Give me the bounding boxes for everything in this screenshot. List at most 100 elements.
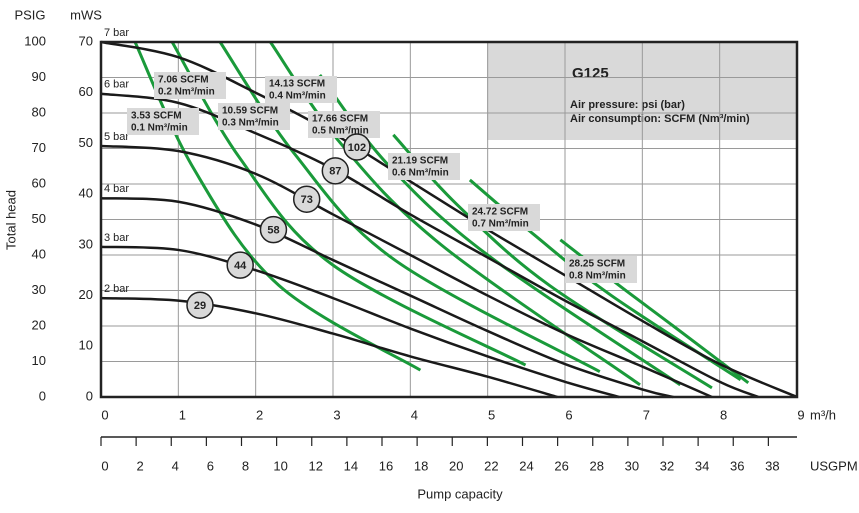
series-label: 6 bar [104, 79, 129, 91]
x2-tick-label: 32 [660, 458, 674, 473]
x2-tick-label: 16 [379, 458, 393, 473]
air-label-box [388, 153, 460, 180]
speed-marker [226, 251, 254, 279]
x2-tick-label: 28 [590, 458, 604, 473]
air-label-box [565, 256, 637, 283]
x2-tick-label: 14 [344, 458, 358, 473]
y2-tick-label: 0 [39, 388, 46, 403]
x-tick-label: 5 [488, 407, 495, 422]
x2-tick-label: 6 [207, 458, 214, 473]
air-label: 24.72 SCFM [472, 207, 528, 218]
x-tick-label: 8 [720, 407, 727, 422]
x-axis-label: Pump capacity [417, 486, 503, 501]
speed-label: 102 [348, 142, 366, 154]
speed-marker [343, 133, 371, 161]
series-label: 4 bar [104, 183, 129, 195]
air-label: 0.8 Nm³/min [569, 271, 626, 282]
air-label-box [127, 108, 199, 135]
speed-label: 58 [267, 225, 279, 237]
x2-tick-label: 22 [484, 458, 498, 473]
head-curve [100, 245, 620, 399]
air-label: 14.13 SCFM [269, 79, 325, 90]
y2-tick-label: 90 [32, 69, 46, 84]
y-tick-label: 30 [79, 236, 93, 251]
y2-tick-label: 20 [32, 317, 46, 332]
air-label: 0.3 Nm³/min [222, 118, 279, 129]
y-tick-label: 70 [79, 33, 93, 48]
y2-tick-label: 60 [32, 175, 46, 190]
series-label: 7 bar [104, 27, 129, 39]
y-axis-label: Total head [3, 190, 18, 250]
x-tick-label: 3 [333, 407, 340, 422]
x2-tick-label: 36 [730, 458, 744, 473]
x2-tick-label: 24 [519, 458, 533, 473]
x2-tick-label: 26 [554, 458, 568, 473]
x-tick-label: 6 [565, 407, 572, 422]
air-label: 3.53 SCFM [131, 111, 182, 122]
x2-tick-label: 20 [449, 458, 463, 473]
y-tick-label: 20 [79, 287, 93, 302]
y-tick-label: 0 [86, 388, 93, 403]
annotation: Air pressure: psi (bar) [570, 99, 685, 111]
air-label: 0.1 Nm³/min [131, 123, 188, 134]
x-tick-label: 1 [179, 407, 186, 422]
y2-unit: PSIG [14, 7, 45, 22]
air-label-box [468, 204, 540, 231]
y2-tick-label: 80 [32, 104, 46, 119]
speed-label: 44 [234, 260, 247, 272]
series-label: 5 bar [104, 131, 129, 143]
y2-tick-label: 10 [32, 353, 46, 368]
head-curve [100, 196, 674, 399]
air-curve [170, 41, 527, 367]
x2-tick-label: 0 [101, 458, 108, 473]
x2-tick-label: 30 [625, 458, 639, 473]
x2-tick-label: 10 [273, 458, 287, 473]
x2-tick-label: 2 [137, 458, 144, 473]
y-tick-label: 50 [79, 135, 93, 150]
y-tick-label: 40 [79, 186, 93, 201]
air-label: 21.19 SCFM [392, 156, 448, 167]
air-label: 10.59 SCFM [222, 106, 278, 117]
x2-tick-label: 12 [309, 458, 323, 473]
x2-unit: USGPM [810, 458, 858, 473]
series-label: 3 bar [104, 232, 129, 244]
chart-title: G125 [572, 65, 609, 82]
x2-tick-label: 4 [172, 458, 179, 473]
head-curve [100, 144, 713, 399]
y-tick-label: 60 [79, 84, 93, 99]
air-label: 0.4 Nm³/min [269, 91, 326, 102]
y2-tick-label: 50 [32, 211, 46, 226]
x2-tick-label: 18 [414, 458, 428, 473]
air-label-box [265, 76, 337, 103]
plot-frame [99, 40, 799, 399]
air-label-box [154, 72, 226, 99]
x-unit: m³/h [810, 407, 836, 422]
y2-tick-label: 30 [32, 282, 46, 297]
air-label: 0.6 Nm³/min [392, 168, 449, 179]
air-label: 0.5 Nm³/min [312, 126, 369, 137]
x2-tick-label: 8 [242, 458, 249, 473]
air-label-box [308, 111, 380, 138]
annotation: Air consumption: SCFM (Nm³/min) [570, 113, 750, 125]
air-label: 0.7 Nm³/min [472, 219, 529, 230]
head-curve [100, 296, 558, 399]
speed-marker [321, 157, 350, 185]
y2-tick-label: 100 [24, 33, 46, 48]
y-unit: mWS [70, 7, 102, 22]
y2-tick-label: 70 [32, 140, 46, 155]
speed-marker [292, 185, 321, 213]
x-tick-label: 0 [101, 407, 108, 422]
x-tick-label: 9 [797, 407, 804, 422]
y-tick-label: 10 [79, 338, 93, 353]
speed-label: 87 [329, 166, 341, 178]
air-label: 17.66 SCFM [312, 114, 368, 125]
speed-marker [259, 215, 288, 244]
air-curve [133, 41, 422, 372]
speed-label: 73 [301, 194, 313, 206]
x-tick-label: 4 [411, 407, 418, 422]
x-tick-label: 7 [643, 407, 650, 422]
series-label: 2 bar [104, 283, 129, 295]
speed-label: 29 [194, 300, 206, 312]
x2-tick-label: 38 [765, 458, 779, 473]
